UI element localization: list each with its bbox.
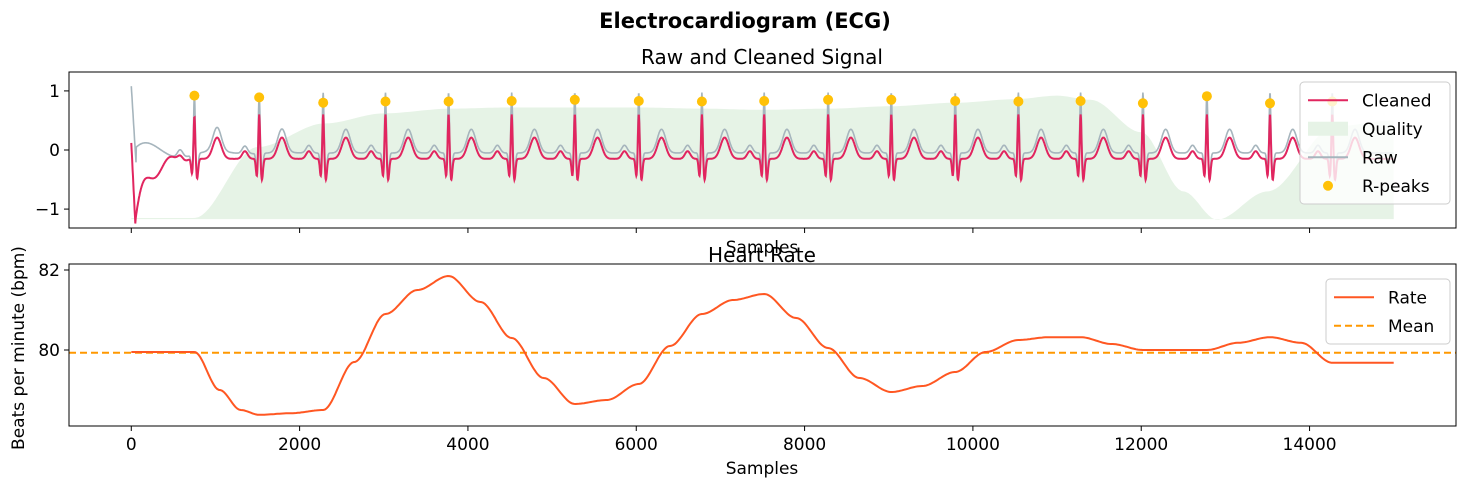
- r-peak-point: [886, 94, 897, 105]
- r-peak-point: [823, 94, 834, 105]
- signal-legend-label: Raw: [1362, 148, 1398, 168]
- r-peak-point: [380, 96, 391, 107]
- heart-rate-panel-title: Heart Rate: [708, 243, 816, 267]
- r-peak-point: [1013, 96, 1024, 107]
- r-peak-point: [569, 94, 580, 105]
- heart-rate-xtick-label: 4000: [446, 435, 489, 455]
- heart-rate-axes: 80 82 0 2000 4000 6000 8000 10000 12000 14000: [38, 261, 1457, 455]
- signal-plot-area: [130, 86, 1394, 224]
- signal-legend-label: Cleaned: [1362, 91, 1432, 111]
- r-peak-point: [1075, 96, 1086, 106]
- heart-rate-panel: Heart Rate 80 82 0 2000 4000 6000 8000 10000 120…: [9, 243, 1457, 479]
- heart-rate-xtick-label: 10000: [946, 435, 1000, 455]
- heart-rate-xtick-label: 14000: [1283, 435, 1337, 455]
- r-peak-point: [633, 96, 644, 106]
- heart-rate-ylabel: Beats per minute (bpm): [9, 246, 29, 450]
- heart-rate-xtick-label: 2000: [278, 435, 321, 455]
- signal-legend-swatch: [1308, 121, 1348, 136]
- r-peak-point: [950, 96, 961, 106]
- signal-ytick-label: 1: [49, 82, 60, 102]
- r-peak-point: [443, 96, 454, 107]
- signal-panel-title: Raw and Cleaned Signal: [641, 45, 883, 69]
- heart-rate-xtick-label: 0: [126, 435, 137, 455]
- r-peak-point: [189, 90, 200, 101]
- heart-rate-legend-label: Mean: [1388, 317, 1434, 337]
- heart-rate-frame: [68, 263, 1457, 427]
- r-peak-point: [506, 96, 517, 106]
- r-peak-point: [318, 97, 329, 108]
- r-peak-point: [1265, 98, 1275, 109]
- heart-rate-xtick-label: 8000: [783, 435, 826, 455]
- r-peak-point: [1201, 91, 1212, 102]
- signal-panel: Raw and Cleaned Signal −1 0 1 Samples Clea…: [35, 45, 1457, 258]
- heart-rate-legend-box: [1325, 278, 1451, 345]
- heart-rate-plot-area: [69, 274, 1456, 416]
- signal-ytick-label: −1: [35, 200, 60, 220]
- r-peak-point: [254, 92, 265, 103]
- heart-rate-legend-label: Rate: [1388, 288, 1427, 308]
- cleaned-signal-line: [130, 114, 1394, 224]
- signal-xlabel: Samples: [726, 238, 799, 258]
- signal-legend-swatch: [1323, 180, 1333, 191]
- signal-axes: −1 0 1: [35, 71, 1457, 233]
- heart-rate-line: [131, 274, 1394, 416]
- r-peak-point: [1137, 98, 1148, 109]
- heart-rate-legend: Rate Mean: [1325, 278, 1451, 345]
- signal-legend-label: Quality: [1362, 120, 1423, 140]
- r-peak-point: [759, 96, 770, 106]
- heart-rate-ytick-label: 82: [38, 261, 60, 281]
- signal-legend-box: [1299, 81, 1451, 205]
- figure-suptitle: Electrocardiogram (ECG): [599, 9, 891, 33]
- signal-legend-label: R-peaks: [1362, 177, 1430, 197]
- signal-legend: Cleaned Quality Raw R-peaks: [1299, 81, 1451, 205]
- signal-ytick-label: 0: [49, 141, 60, 161]
- heart-rate-xtick-label: 12000: [1114, 435, 1168, 455]
- heart-rate-ytick-label: 80: [38, 341, 60, 361]
- heart-rate-xlabel: Samples: [726, 459, 799, 479]
- heart-rate-xtick-label: 6000: [615, 435, 658, 455]
- r-peak-point: [696, 96, 707, 107]
